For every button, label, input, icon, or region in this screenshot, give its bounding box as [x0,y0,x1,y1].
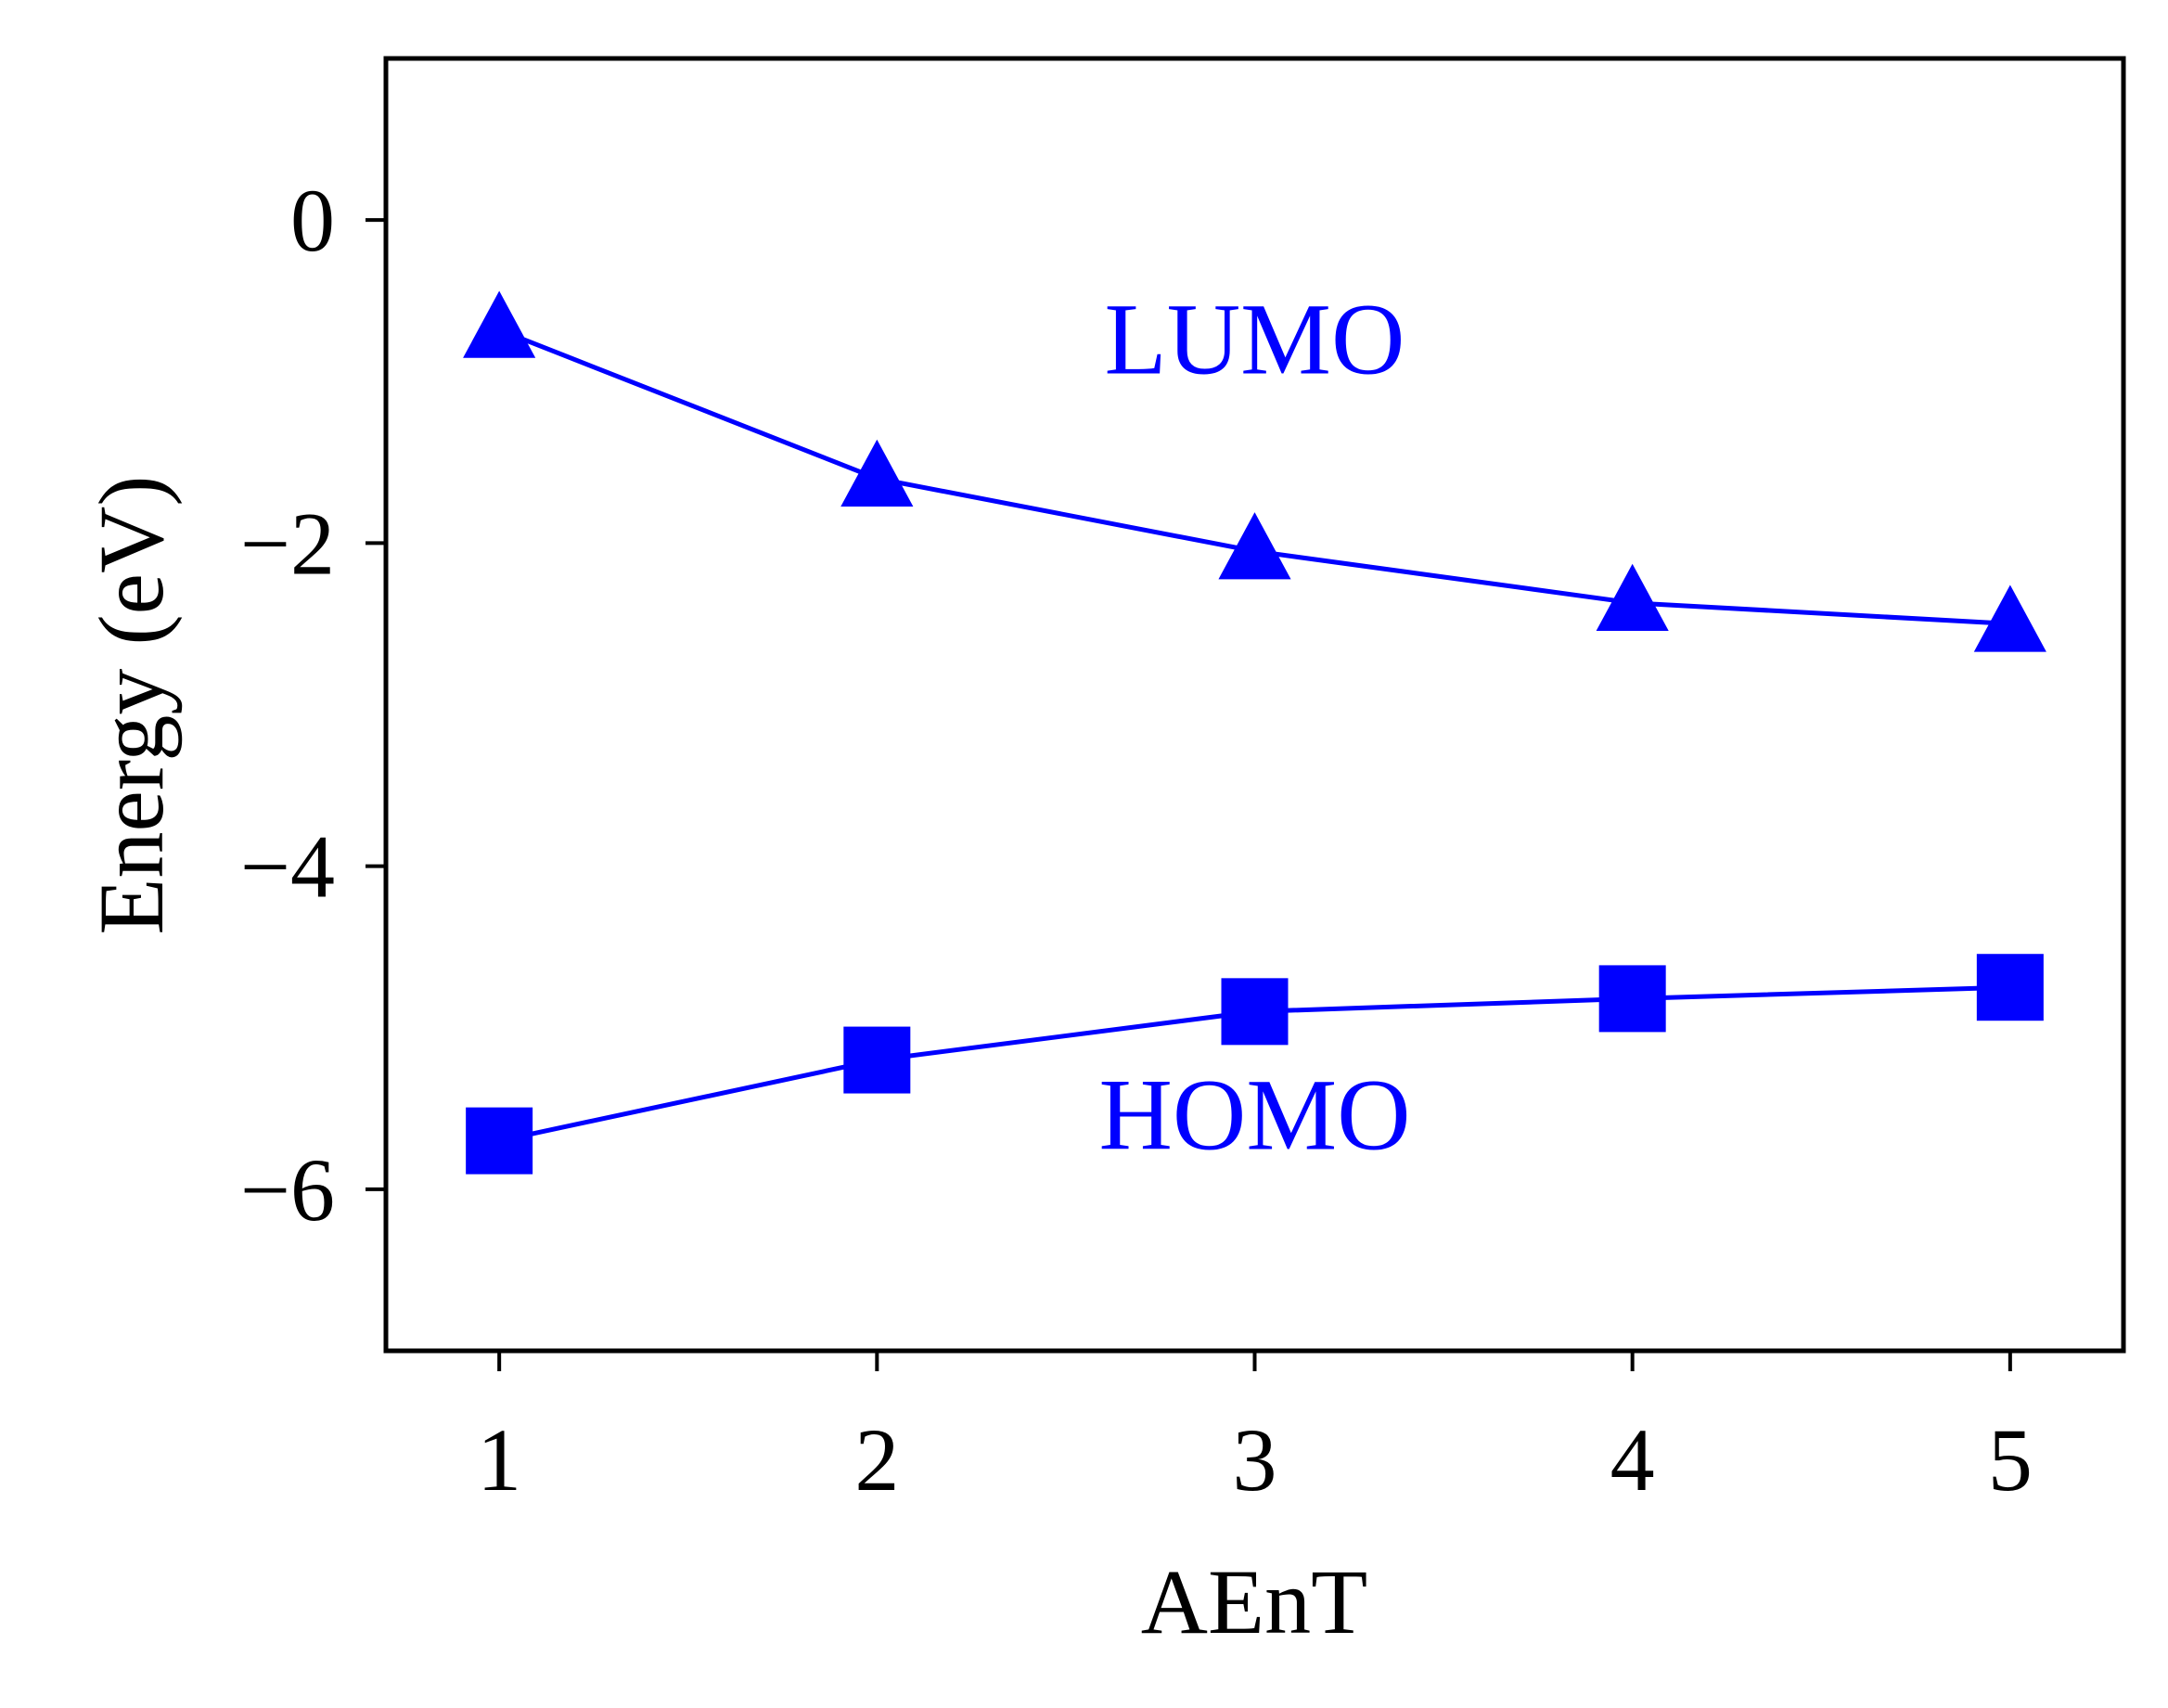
square-point [466,1107,533,1175]
triangle-point [840,439,914,507]
x-tick-label: 4 [1610,1410,1655,1509]
annotation-layer: LUMO HOMO [1098,283,1410,1172]
x-tick-label: 2 [854,1410,899,1509]
y-axis-label: Energy (eV) [80,475,183,934]
x-axis-ticks: 1 2 3 4 5 [477,1351,2033,1509]
annotation-label: LUMO [1105,283,1405,396]
y-tick-label: −2 [240,494,335,593]
y-axis-ticks: 0 −2 −4 −6 [240,171,386,1239]
triangle-point [463,290,536,358]
y-tick-label: 0 [290,171,335,270]
series-layer [463,290,2046,1175]
y-tick-label: −6 [240,1140,335,1239]
triangle-point [1973,584,2046,652]
y-tick-label: −4 [240,817,335,917]
square-point [1976,954,2044,1021]
triangle-point [1218,512,1291,580]
square-point [1598,965,1666,1033]
x-axis-label: AEnT [1141,1550,1367,1653]
triangle-point [1596,563,1669,632]
x-tick-label: 1 [477,1410,521,1509]
square-point [1221,978,1289,1046]
x-tick-label: 3 [1233,1410,1277,1509]
x-tick-label: 5 [1988,1410,2033,1509]
square-point [843,1026,911,1094]
annotation-label: HOMO [1098,1058,1410,1171]
